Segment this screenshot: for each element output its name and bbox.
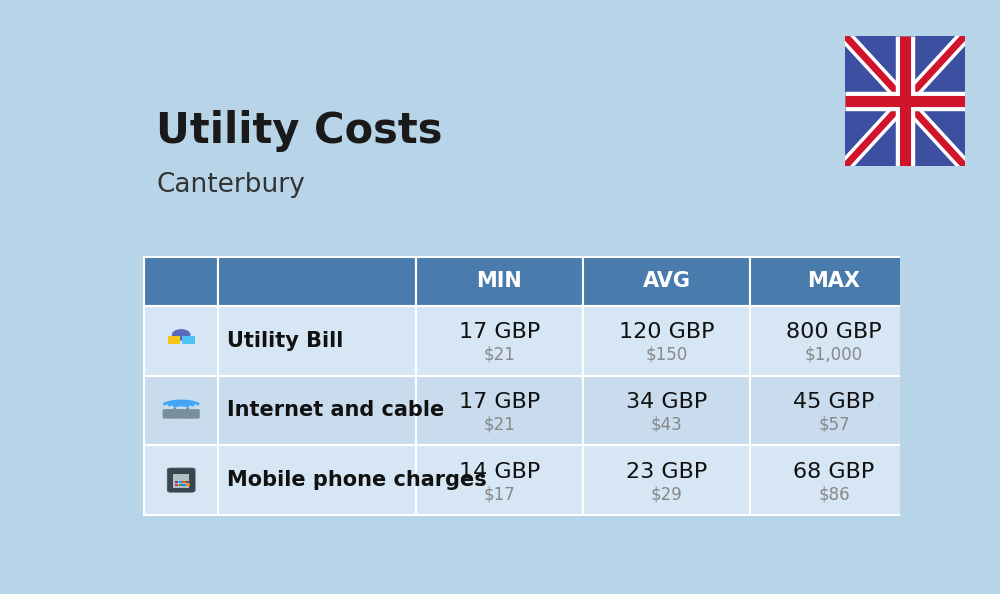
Text: 23 GBP: 23 GBP (626, 462, 707, 482)
FancyBboxPatch shape (186, 484, 190, 486)
Text: Canterbury: Canterbury (156, 172, 305, 198)
Text: 34 GBP: 34 GBP (626, 392, 707, 412)
FancyBboxPatch shape (175, 484, 178, 486)
FancyBboxPatch shape (416, 446, 583, 515)
FancyBboxPatch shape (144, 306, 218, 375)
Text: 800 GBP: 800 GBP (786, 323, 882, 342)
FancyBboxPatch shape (918, 375, 1000, 446)
FancyBboxPatch shape (750, 446, 918, 515)
FancyBboxPatch shape (144, 446, 218, 515)
FancyBboxPatch shape (182, 484, 186, 486)
Text: $1,000: $1,000 (805, 346, 863, 364)
FancyBboxPatch shape (583, 446, 750, 515)
FancyBboxPatch shape (218, 446, 416, 515)
Text: $21: $21 (483, 415, 515, 434)
FancyBboxPatch shape (173, 473, 189, 488)
FancyBboxPatch shape (179, 481, 182, 483)
FancyBboxPatch shape (175, 481, 178, 483)
FancyBboxPatch shape (583, 257, 750, 306)
Text: 17 GBP: 17 GBP (459, 392, 540, 412)
Circle shape (173, 330, 190, 340)
FancyBboxPatch shape (918, 306, 1000, 375)
FancyBboxPatch shape (182, 336, 195, 344)
Text: $29: $29 (651, 485, 683, 503)
FancyBboxPatch shape (750, 375, 918, 446)
Text: AVG: AVG (643, 271, 691, 291)
Text: Utility Bill: Utility Bill (227, 331, 344, 350)
Text: $57: $57 (818, 415, 850, 434)
Text: $21: $21 (483, 346, 515, 364)
FancyBboxPatch shape (416, 306, 583, 375)
FancyBboxPatch shape (144, 375, 218, 446)
Text: 120 GBP: 120 GBP (619, 323, 714, 342)
Text: $43: $43 (651, 415, 683, 434)
FancyBboxPatch shape (416, 257, 583, 306)
FancyBboxPatch shape (163, 409, 200, 419)
FancyBboxPatch shape (168, 336, 180, 344)
FancyBboxPatch shape (583, 375, 750, 446)
FancyBboxPatch shape (167, 468, 195, 492)
FancyBboxPatch shape (144, 257, 218, 306)
FancyBboxPatch shape (186, 481, 190, 483)
Text: 14 GBP: 14 GBP (459, 462, 540, 482)
Text: 68 GBP: 68 GBP (793, 462, 875, 482)
Text: MAX: MAX (808, 271, 861, 291)
Text: 17 GBP: 17 GBP (459, 323, 540, 342)
Text: $150: $150 (646, 346, 688, 364)
FancyBboxPatch shape (182, 481, 186, 483)
FancyBboxPatch shape (750, 257, 918, 306)
Text: $86: $86 (818, 485, 850, 503)
Text: 45 GBP: 45 GBP (793, 392, 875, 412)
Text: Internet and cable: Internet and cable (227, 400, 445, 421)
FancyBboxPatch shape (918, 446, 1000, 515)
Text: Utility Costs: Utility Costs (156, 110, 442, 152)
Text: Mobile phone charges: Mobile phone charges (227, 470, 487, 490)
FancyBboxPatch shape (179, 484, 182, 486)
Text: $17: $17 (483, 485, 515, 503)
Text: MIN: MIN (476, 271, 522, 291)
FancyBboxPatch shape (218, 306, 416, 375)
FancyBboxPatch shape (583, 306, 750, 375)
FancyBboxPatch shape (918, 257, 1000, 306)
FancyBboxPatch shape (750, 306, 918, 375)
FancyBboxPatch shape (218, 257, 416, 306)
FancyBboxPatch shape (218, 375, 416, 446)
FancyBboxPatch shape (416, 375, 583, 446)
